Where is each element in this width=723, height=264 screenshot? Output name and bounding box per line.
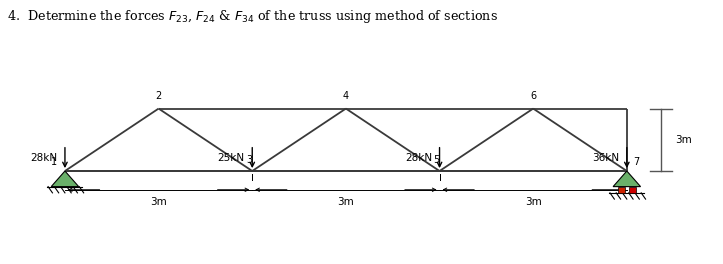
Text: 3: 3: [246, 155, 252, 165]
Text: 28kN: 28kN: [405, 153, 432, 163]
Polygon shape: [613, 171, 641, 187]
Text: 1: 1: [51, 157, 57, 167]
Text: 2: 2: [155, 91, 162, 101]
Text: 7: 7: [633, 157, 639, 167]
Text: 4: 4: [343, 91, 349, 101]
Text: 36kN: 36kN: [592, 153, 620, 163]
Text: 28kN: 28kN: [30, 153, 57, 163]
Text: 3m: 3m: [338, 197, 354, 207]
Text: 6: 6: [530, 91, 536, 101]
Text: 25kN: 25kN: [218, 153, 245, 163]
Bar: [618, 187, 625, 193]
Polygon shape: [51, 171, 79, 187]
Text: 3m: 3m: [675, 135, 692, 145]
Bar: [629, 187, 636, 193]
Text: 3m: 3m: [525, 197, 542, 207]
Text: 4.  Determine the forces $F_{23}$, $F_{24}$ & $F_{34}$ of the truss using method: 4. Determine the forces $F_{23}$, $F_{24…: [7, 8, 498, 25]
Text: 5: 5: [433, 155, 440, 165]
Text: 3m: 3m: [150, 197, 167, 207]
